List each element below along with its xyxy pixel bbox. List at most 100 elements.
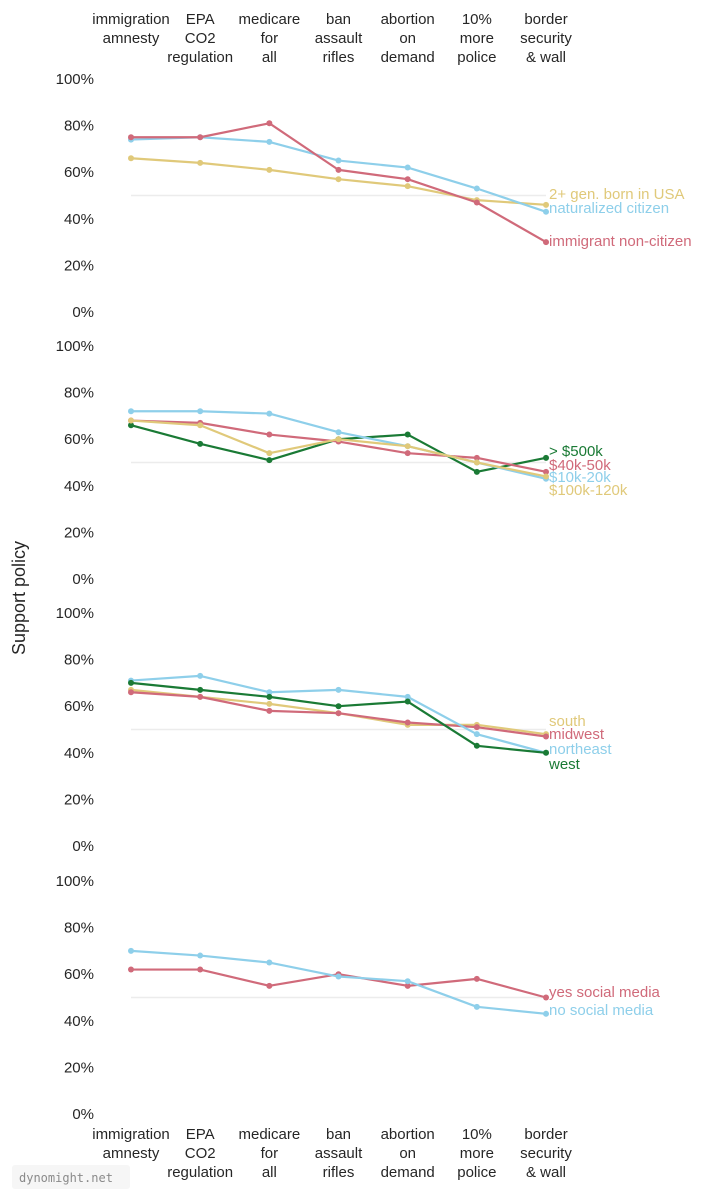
data-point <box>404 450 411 457</box>
data-point <box>266 700 273 707</box>
category-label-line: demand <box>381 49 435 66</box>
series-label: south <box>549 713 586 730</box>
data-point <box>473 731 480 738</box>
category-label-line: security <box>520 30 572 47</box>
y-tick-label: 60% <box>64 164 94 181</box>
category-label-bottom: 10% more police <box>457 1126 496 1181</box>
series-label: northeast <box>549 741 612 758</box>
y-tick-label: 20% <box>64 257 94 274</box>
data-point <box>543 208 550 215</box>
category-label-bottom: border security & wall <box>520 1126 572 1181</box>
category-label-line: amnesty <box>103 1145 160 1162</box>
data-point <box>335 973 342 980</box>
data-point <box>404 693 411 700</box>
panel-2: 0% 20% 40% 60% 80% 100% > $500k$40k-50k$10k-20… <box>56 338 628 588</box>
category-labels-top: immigration amnesty EPA CO2 regulation medica… <box>92 11 572 66</box>
category-label-bottom: immigration amnesty <box>92 1126 170 1162</box>
y-tick-label: 60% <box>64 966 94 983</box>
category-label-line: on <box>399 1145 416 1162</box>
data-point <box>543 994 550 1001</box>
category-label-line: for <box>261 30 279 47</box>
category-label-line: EPA <box>186 11 215 28</box>
series-label: naturalized citizen <box>549 200 669 217</box>
y-tick-label: 80% <box>64 652 94 669</box>
data-point <box>404 978 411 985</box>
series-line <box>131 122 547 244</box>
data-point <box>128 689 134 696</box>
category-label-line: regulation <box>167 49 233 66</box>
category-label-line: assault <box>315 30 363 47</box>
series-line <box>130 681 547 754</box>
category-label-line: immigration <box>92 11 170 28</box>
data-point <box>266 689 273 696</box>
data-point <box>128 417 134 424</box>
data-point <box>543 749 550 756</box>
data-point <box>266 138 273 145</box>
data-point <box>266 707 273 714</box>
category-label-top: immigration amnesty <box>92 11 170 47</box>
category-label-top: abortion on demand <box>381 11 435 66</box>
category-label-line: rifles <box>323 49 355 66</box>
data-point <box>266 120 273 127</box>
data-point <box>404 176 411 183</box>
category-label-line: & wall <box>526 49 566 66</box>
y-tick-label: 20% <box>64 1059 94 1076</box>
data-point <box>197 952 204 959</box>
category-label-bottom: EPA CO2 regulation <box>167 1126 233 1181</box>
data-point <box>404 443 411 450</box>
data-point <box>473 1003 480 1010</box>
category-label-line: on <box>399 30 416 47</box>
category-label-line: immigration <box>92 1126 170 1143</box>
category-label-line: security <box>520 1145 572 1162</box>
data-point <box>266 166 273 173</box>
data-point <box>404 698 411 705</box>
data-point <box>543 239 550 246</box>
category-label-line: CO2 <box>185 30 216 47</box>
data-point <box>266 450 273 457</box>
data-point <box>197 422 204 429</box>
data-point <box>197 134 204 141</box>
data-point <box>266 959 273 966</box>
y-tick-label: 0% <box>72 571 94 588</box>
category-label-bottom: ban assault rifles <box>315 1126 363 1181</box>
series-label: $10k-20k <box>549 469 611 486</box>
data-point <box>266 410 273 417</box>
data-point <box>266 982 273 989</box>
category-labels-bottom: immigration amnesty EPA CO2 regulation medica… <box>92 1126 572 1181</box>
category-label-line: more <box>460 30 494 47</box>
series-label: west <box>548 756 581 773</box>
series-label: immigrant non-citizen <box>549 233 692 250</box>
data-point <box>335 710 342 717</box>
category-label-line: medicare <box>238 1126 300 1143</box>
y-tick-label: 40% <box>64 1013 94 1030</box>
data-point <box>473 185 480 192</box>
y-tick-label: 40% <box>64 211 94 228</box>
series-label: no social media <box>549 1002 654 1019</box>
category-label-line: police <box>457 1164 496 1181</box>
data-point <box>543 1010 550 1017</box>
category-label-top: 10% more police <box>457 11 496 66</box>
series-label: yes social media <box>549 984 661 1001</box>
y-tick-label: 100% <box>56 71 94 88</box>
data-point <box>197 672 204 679</box>
category-label-line: abortion <box>381 11 435 28</box>
series-line <box>130 949 547 1015</box>
data-point <box>543 201 550 208</box>
data-point <box>197 686 204 693</box>
data-point <box>335 166 342 173</box>
category-label-line: 10% <box>462 1126 492 1143</box>
category-label-top: border security & wall <box>520 11 572 66</box>
data-point <box>266 431 273 438</box>
y-tick-label: 60% <box>64 698 94 715</box>
data-point <box>473 724 480 731</box>
data-point <box>543 454 550 461</box>
data-point <box>473 459 480 466</box>
category-label-top: EPA CO2 regulation <box>167 11 233 66</box>
data-point <box>473 454 480 461</box>
series-label: $100k-120k <box>549 482 628 499</box>
data-point <box>128 155 134 162</box>
data-point <box>404 183 411 190</box>
data-point <box>404 982 411 989</box>
category-label-line: EPA <box>186 1126 215 1143</box>
data-point <box>473 199 480 206</box>
